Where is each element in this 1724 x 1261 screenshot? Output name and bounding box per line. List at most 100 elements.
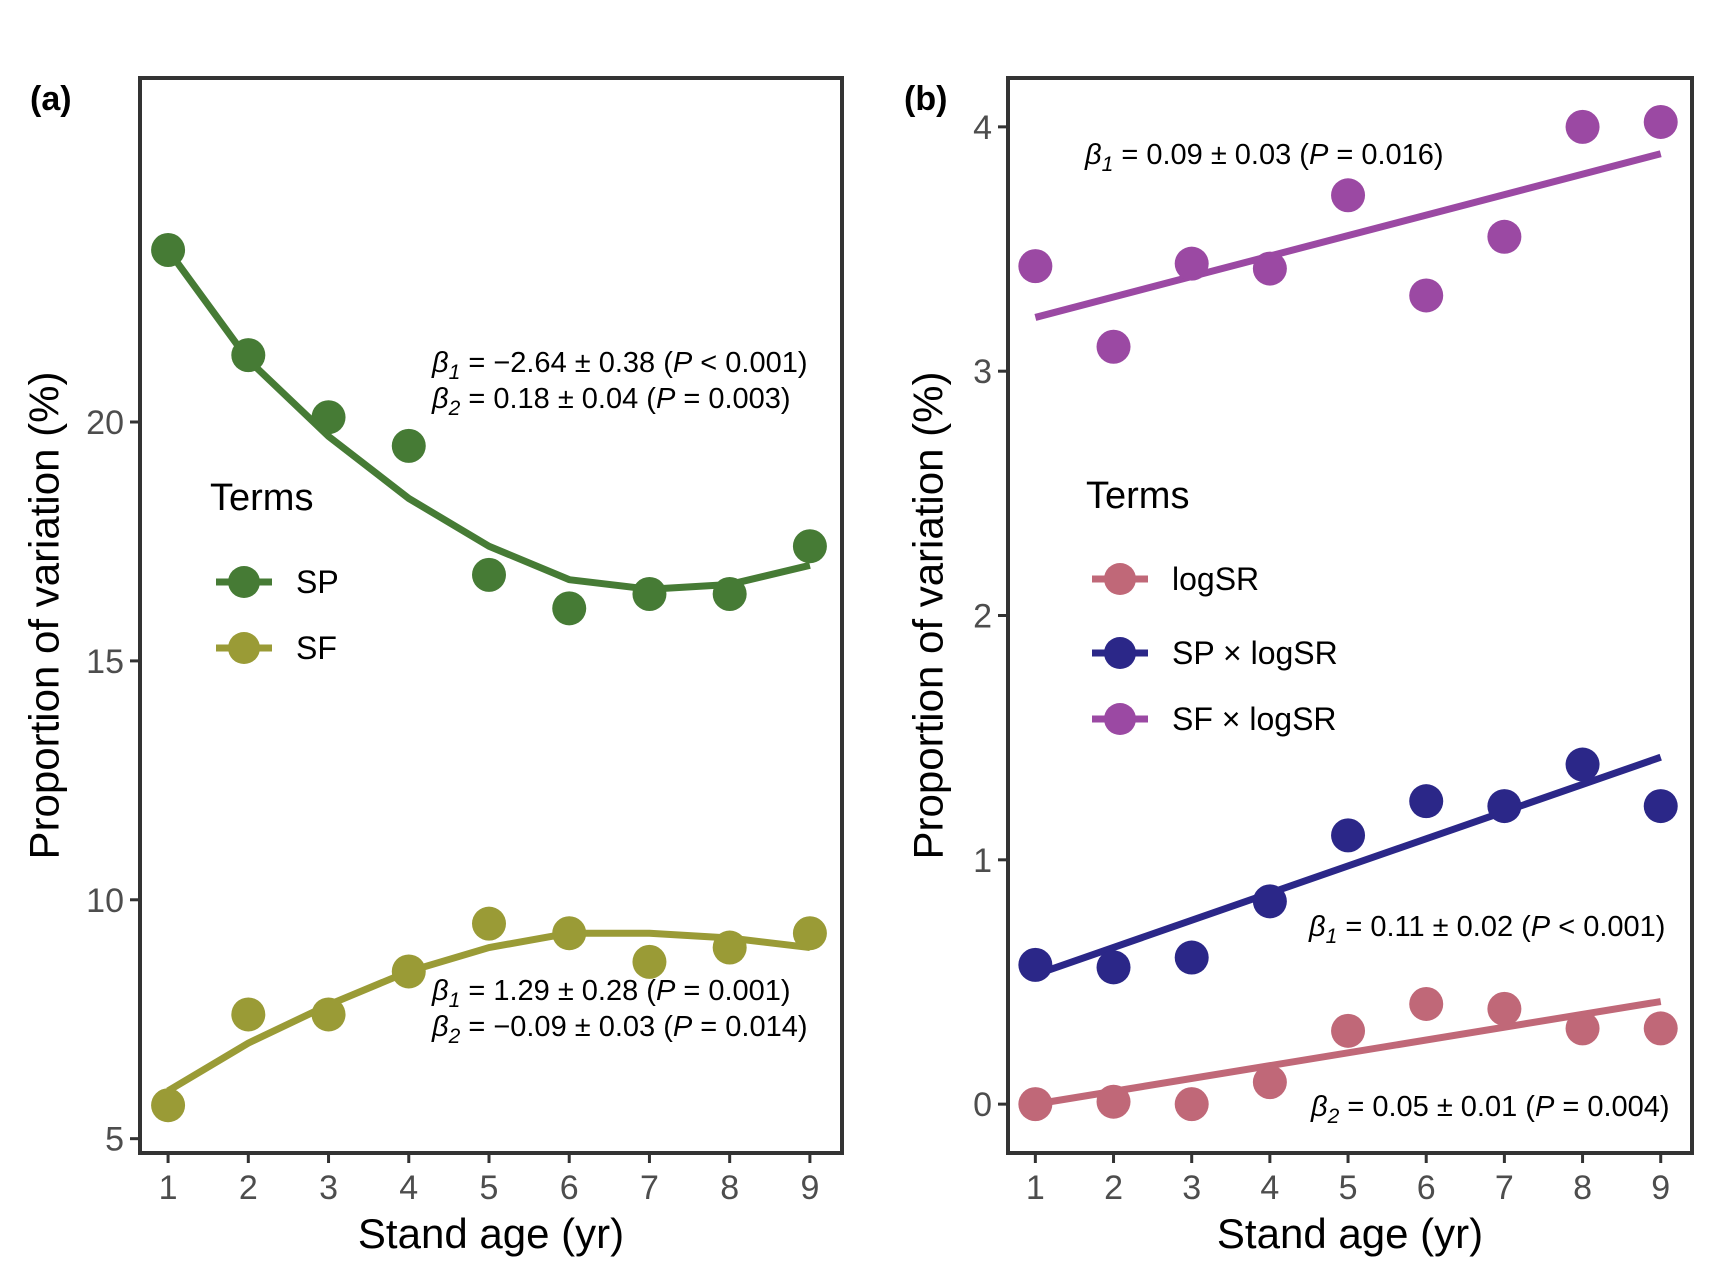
data-point xyxy=(1096,950,1131,985)
data-point xyxy=(1487,789,1522,824)
data-point xyxy=(391,428,426,463)
data-point xyxy=(1409,278,1444,313)
fit-line-2 xyxy=(1034,150,1662,321)
coefficient-annotation: β2 = 0.18 ± 0.04 (P = 0.003) xyxy=(431,383,791,420)
data-point xyxy=(151,1088,186,1123)
y-tick-label: 4 xyxy=(973,109,992,147)
data-point xyxy=(632,944,667,979)
data-point xyxy=(1252,1065,1287,1100)
x-tick-label: 7 xyxy=(1495,1169,1514,1207)
legend-label: SP × logSR xyxy=(1172,635,1338,671)
data-point xyxy=(1331,178,1366,213)
data-point xyxy=(1018,249,1053,284)
x-tick-label: 1 xyxy=(1026,1169,1045,1207)
x-tick-label: 4 xyxy=(399,1169,418,1207)
y-tick-label: 3 xyxy=(973,353,992,391)
coefficient-annotation: β2 = 0.05 ± 0.01 (P = 0.004) xyxy=(1310,1091,1670,1128)
legend-title: Terms xyxy=(210,477,313,519)
x-tick-label: 2 xyxy=(239,1169,258,1207)
y-tick-label: 5 xyxy=(105,1121,124,1159)
fit-line-1 xyxy=(166,929,811,1094)
panel-a: (a) 1 2 3 4 5 6 7 8 9 5 10 15 20 Stand age (yr) Proport… xyxy=(21,76,844,1257)
legend-title: Terms xyxy=(1086,475,1189,517)
data-point xyxy=(1643,789,1678,824)
y-tick-label: 15 xyxy=(86,643,124,681)
data-point xyxy=(1331,1013,1366,1048)
x-tick-label: 6 xyxy=(1417,1169,1436,1207)
data-point xyxy=(391,954,426,989)
fit-line-0 xyxy=(165,247,811,593)
x-axis-title: Stand age (yr) xyxy=(1217,1210,1483,1257)
y-tick-label: 0 xyxy=(973,1086,992,1124)
legend-key-point xyxy=(1104,703,1136,735)
x-tick-label: 5 xyxy=(1339,1169,1358,1207)
data-point xyxy=(712,577,747,611)
x-tick-label: 9 xyxy=(1651,1169,1670,1207)
data-point xyxy=(792,529,827,564)
data-point xyxy=(1565,747,1600,782)
legend-label: SP xyxy=(296,564,339,600)
data-point xyxy=(792,916,827,951)
data-point xyxy=(1174,1087,1209,1122)
y-tick-label: 10 xyxy=(86,882,124,920)
data-point xyxy=(1331,818,1366,853)
y-tick-label: 2 xyxy=(973,598,992,636)
data-point xyxy=(1409,986,1444,1021)
x-tick-label: 4 xyxy=(1260,1169,1279,1207)
data-point xyxy=(1096,1084,1131,1119)
data-point xyxy=(1174,246,1209,281)
legend: Terms logSR SP × logSR SF × logSR xyxy=(1086,475,1338,737)
y-tick-label: 20 xyxy=(86,404,124,442)
y-axis-title: Proportion of variation (%) xyxy=(905,372,952,860)
legend-key-point xyxy=(228,632,260,664)
coefficient-annotation: β1 = −2.64 ± 0.38 (P < 0.001) xyxy=(431,347,808,384)
data-point xyxy=(1018,1087,1053,1122)
x-axis-title: Stand age (yr) xyxy=(358,1210,624,1257)
legend-key-point xyxy=(228,566,260,598)
coefficient-annotation: β2 = −0.09 ± 0.03 (P = 0.014) xyxy=(431,1011,808,1048)
data-point xyxy=(311,997,346,1032)
panel-label: (a) xyxy=(30,80,72,118)
data-point xyxy=(1096,329,1131,364)
data-point xyxy=(1252,884,1287,919)
coefficient-annotation: β1 = 1.29 ± 0.28 (P = 0.001) xyxy=(431,975,791,1012)
data-point xyxy=(1252,251,1287,286)
x-tick-label: 2 xyxy=(1104,1169,1123,1207)
data-point xyxy=(471,557,506,592)
plot-frame xyxy=(138,76,844,1155)
x-tick-label: 9 xyxy=(800,1169,819,1207)
legend-key-point xyxy=(1104,637,1136,669)
legend-key-point xyxy=(1104,563,1136,595)
x-tick-label: 7 xyxy=(640,1169,659,1207)
data-point xyxy=(632,577,667,611)
data-point xyxy=(1565,109,1600,144)
data-point xyxy=(1643,1011,1678,1046)
x-tick-label: 3 xyxy=(1182,1169,1201,1207)
plot-frame xyxy=(1006,76,1694,1155)
data-point xyxy=(1174,940,1209,975)
data-point xyxy=(311,400,346,435)
data-point xyxy=(552,591,587,626)
coefficient-annotation: β1 = 0.09 ± 0.03 (P = 0.016) xyxy=(1084,139,1444,176)
coefficient-annotation: β1 = 0.11 ± 0.02 (P < 0.001) xyxy=(1308,911,1665,948)
data-point xyxy=(712,930,747,965)
data-point xyxy=(1565,1011,1600,1046)
panel-label: (b) xyxy=(904,80,947,118)
legend-label: logSR xyxy=(1172,561,1259,597)
x-tick-label: 1 xyxy=(159,1169,178,1207)
x-tick-label: 5 xyxy=(480,1169,499,1207)
legend: Terms SP SF xyxy=(210,477,339,666)
data-point xyxy=(1409,784,1444,819)
data-point xyxy=(1487,991,1522,1026)
y-tick-label: 1 xyxy=(973,842,992,880)
legend-label: SF × logSR xyxy=(1172,701,1337,737)
y-axis-title: Proportion of variation (%) xyxy=(21,372,68,860)
data-point xyxy=(552,916,587,951)
data-point xyxy=(1487,219,1522,254)
fit-line-0 xyxy=(1034,998,1662,1108)
data-point xyxy=(1018,947,1053,982)
data-point xyxy=(471,906,506,941)
data-point xyxy=(231,997,266,1032)
